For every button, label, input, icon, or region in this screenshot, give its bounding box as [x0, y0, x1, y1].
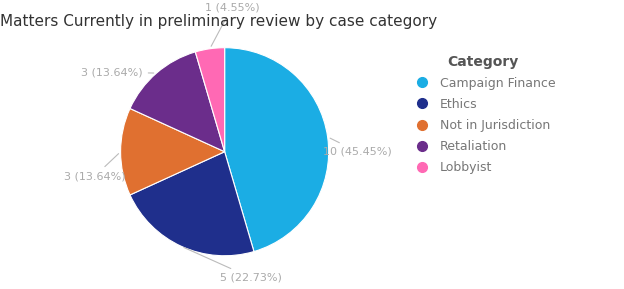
Text: 3 (13.64%): 3 (13.64%) — [81, 67, 154, 77]
Wedge shape — [130, 52, 225, 152]
Legend: Campaign Finance, Ethics, Not in Jurisdiction, Retaliation, Lobbyist: Campaign Finance, Ethics, Not in Jurisdi… — [405, 50, 560, 179]
Wedge shape — [195, 48, 225, 152]
Wedge shape — [225, 48, 329, 251]
Text: 10 (45.45%): 10 (45.45%) — [323, 138, 392, 157]
Text: 1 (4.55%): 1 (4.55%) — [205, 2, 259, 46]
Wedge shape — [130, 152, 254, 256]
Text: Matters Currently in preliminary review by case category: Matters Currently in preliminary review … — [0, 14, 437, 29]
Text: 5 (22.73%): 5 (22.73%) — [184, 247, 281, 282]
Text: 3 (13.64%): 3 (13.64%) — [64, 154, 125, 181]
Wedge shape — [120, 108, 225, 195]
